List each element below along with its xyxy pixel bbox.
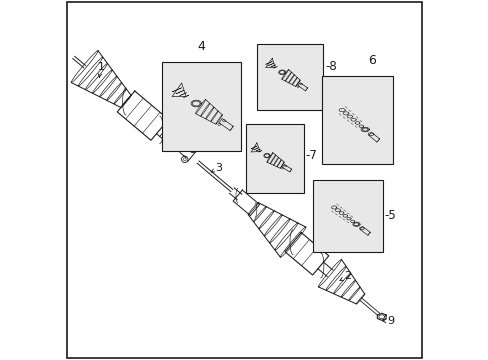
Text: -8: -8	[325, 60, 336, 73]
Text: 3: 3	[211, 163, 222, 173]
Bar	[246, 125, 303, 193]
Text: 6: 6	[367, 54, 375, 67]
Bar	[162, 62, 241, 151]
Text: 2: 2	[339, 271, 350, 282]
Text: 4: 4	[197, 40, 205, 53]
Text: -7: -7	[305, 149, 317, 162]
Bar	[312, 180, 382, 252]
Text: -5: -5	[384, 210, 395, 222]
Text: 1: 1	[98, 62, 104, 77]
Text: 9: 9	[382, 316, 393, 326]
Bar	[321, 76, 392, 164]
Bar	[257, 44, 323, 110]
